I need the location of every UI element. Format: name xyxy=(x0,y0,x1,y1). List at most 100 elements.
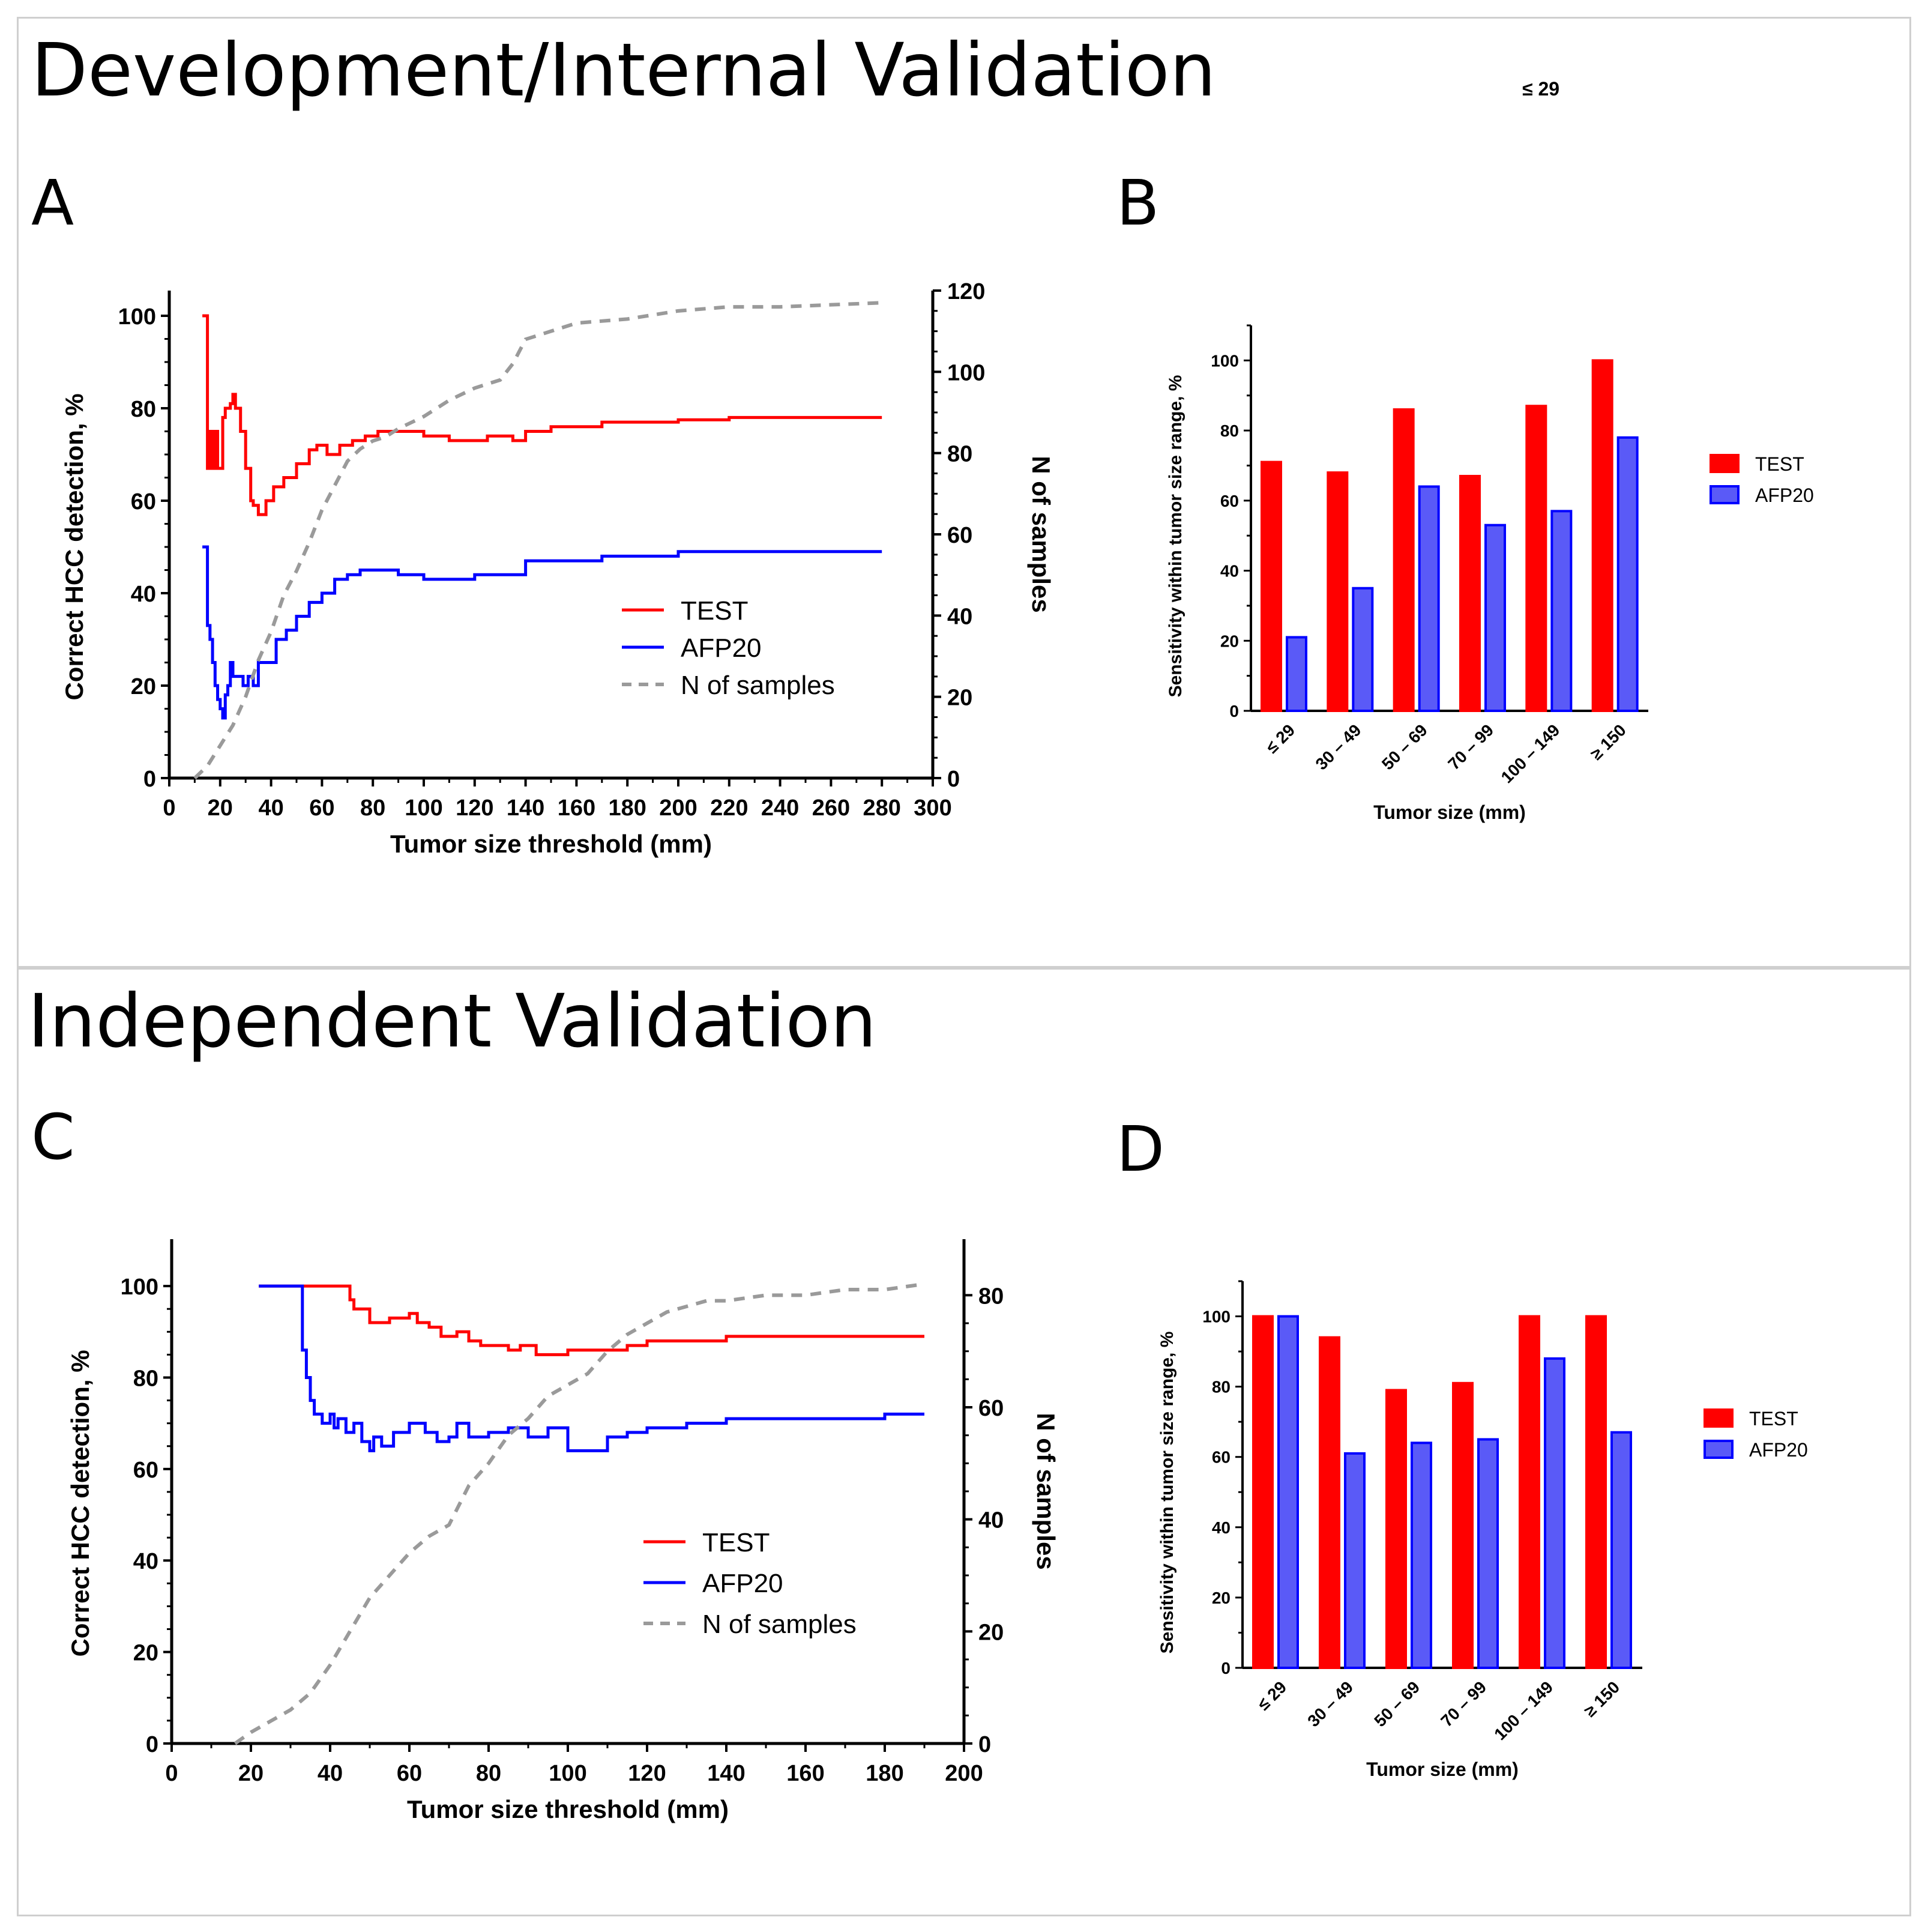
y2-tick-label: 40 xyxy=(978,1508,1004,1533)
test-bar xyxy=(1393,408,1415,713)
y-tick-label: 0 xyxy=(1221,1659,1231,1677)
y-tick-label: 80 xyxy=(133,1366,158,1391)
x-tick-label: 140 xyxy=(507,795,544,821)
y-tick-label: 60 xyxy=(133,1458,158,1483)
afp20-bar xyxy=(1344,1452,1366,1670)
test-bar xyxy=(1261,460,1282,712)
legend-label: TEST xyxy=(1755,453,1804,475)
panel-letter-a: A xyxy=(31,166,74,240)
y-tick-label: 20 xyxy=(133,1641,158,1666)
x-category-label: 30 – 49 xyxy=(1304,1677,1357,1730)
x-category-label: 100 – 149 xyxy=(1490,1677,1556,1743)
test-bar xyxy=(1591,359,1613,712)
y-tick-label: 20 xyxy=(1220,632,1239,650)
x-tick-label: 120 xyxy=(456,795,493,821)
x-category-label: ≤ 29 xyxy=(1254,1677,1290,1713)
y2-tick-label: 60 xyxy=(978,1396,1004,1421)
x-tick-label: 20 xyxy=(208,795,233,821)
y-tick-label: 40 xyxy=(133,1549,158,1574)
test-bar xyxy=(1459,474,1481,712)
y-tick-label: 100 xyxy=(1211,351,1239,370)
afp20-bar xyxy=(1418,485,1440,712)
legend-swatch xyxy=(1704,1408,1734,1428)
y-tick-label: 80 xyxy=(1220,421,1239,440)
y-tick-label: 40 xyxy=(1212,1518,1231,1537)
panel-letter-b: B xyxy=(1116,166,1160,240)
y2-tick-label: 20 xyxy=(978,1620,1004,1645)
test-bar xyxy=(1252,1315,1274,1669)
y-tick-label: 0 xyxy=(1229,702,1239,720)
legend-label: AFP20 xyxy=(702,1569,783,1598)
afp20-bar xyxy=(1616,436,1639,712)
afp20-series-line xyxy=(259,1284,924,1452)
test-bar xyxy=(1452,1381,1474,1669)
afp20-bar xyxy=(1544,1357,1565,1670)
y2-tick-label: 80 xyxy=(947,442,972,467)
x-tick-label: 200 xyxy=(945,1761,983,1786)
afp20-bar xyxy=(1277,1315,1299,1669)
y-tick-label: 100 xyxy=(1202,1308,1231,1326)
x-tick-label: 200 xyxy=(659,795,697,821)
test-series-line xyxy=(259,1284,924,1356)
x-axis-label: Tumor size threshold (mm) xyxy=(390,830,712,858)
y-tick-label: 0 xyxy=(146,1732,158,1757)
y2-tick-label: 80 xyxy=(978,1284,1004,1309)
panel-letter-c: C xyxy=(31,1100,75,1174)
x-axis-label: Tumor size threshold (mm) xyxy=(407,1795,729,1823)
y-tick-label: 100 xyxy=(121,1275,158,1300)
y2-tick-label: 20 xyxy=(947,686,972,711)
y-tick-label: 80 xyxy=(1212,1378,1231,1396)
x-tick-label: 80 xyxy=(360,795,385,821)
y-axis-label: Correct HCC detection, % xyxy=(66,1350,94,1656)
x-tick-label: 180 xyxy=(608,795,646,821)
y-tick-label: 100 xyxy=(118,304,156,330)
legend-label: TEST xyxy=(1749,1408,1798,1429)
x-category-label: 70 – 99 xyxy=(1437,1677,1490,1730)
x-tick-label: 160 xyxy=(786,1761,824,1786)
y-tick-label: 60 xyxy=(1212,1448,1231,1467)
x-category-label: 50 – 69 xyxy=(1370,1677,1423,1730)
legend-label: TEST xyxy=(681,596,748,626)
afp20-bar xyxy=(1550,510,1573,712)
x-tick-label: 180 xyxy=(866,1761,903,1786)
y-tick-label: 60 xyxy=(1220,492,1239,510)
x-tick-label: 40 xyxy=(318,1761,343,1786)
y2-tick-label: 100 xyxy=(947,360,985,385)
test-bar xyxy=(1585,1315,1607,1669)
afp20-bar xyxy=(1286,636,1307,713)
y2-axis-label: N of samples xyxy=(1032,1413,1060,1569)
y-tick-label: 40 xyxy=(1220,562,1239,581)
y-tick-label: 80 xyxy=(131,397,156,422)
afp20-series-line xyxy=(202,545,882,720)
x-tick-label: 40 xyxy=(258,795,283,821)
y-tick-label: 20 xyxy=(131,674,156,699)
panel-letter-d: D xyxy=(1116,1112,1165,1186)
x-tick-label: 60 xyxy=(397,1761,422,1786)
legend-swatch xyxy=(1704,1440,1734,1459)
legend-label: AFP20 xyxy=(681,633,762,663)
afp20-bar xyxy=(1610,1431,1632,1669)
x-tick-label: 60 xyxy=(309,795,334,821)
test-bar xyxy=(1319,1336,1340,1669)
y-axis-label: Sensitivity within tumor size range, % xyxy=(1166,375,1185,698)
y-tick-label: 40 xyxy=(131,582,156,607)
afp20-bar xyxy=(1477,1438,1499,1670)
n-samples-series-line xyxy=(233,1282,925,1745)
y-tick-label: 20 xyxy=(1212,1589,1231,1607)
legend-label: AFP20 xyxy=(1755,485,1814,506)
x-tick-label: 300 xyxy=(914,795,951,821)
legend-swatch xyxy=(1710,485,1740,504)
legend-label: TEST xyxy=(702,1528,770,1557)
y2-tick-label: 60 xyxy=(947,523,972,548)
section-title-development: Development/Internal Validation xyxy=(31,28,1216,113)
x-tick-label: 120 xyxy=(628,1761,666,1786)
x-tick-label: 100 xyxy=(405,795,442,821)
y2-axis-label: N of samples xyxy=(1027,456,1055,612)
test-bar xyxy=(1385,1389,1407,1670)
afp20-bar xyxy=(1411,1441,1432,1669)
test-series-line xyxy=(202,314,882,516)
